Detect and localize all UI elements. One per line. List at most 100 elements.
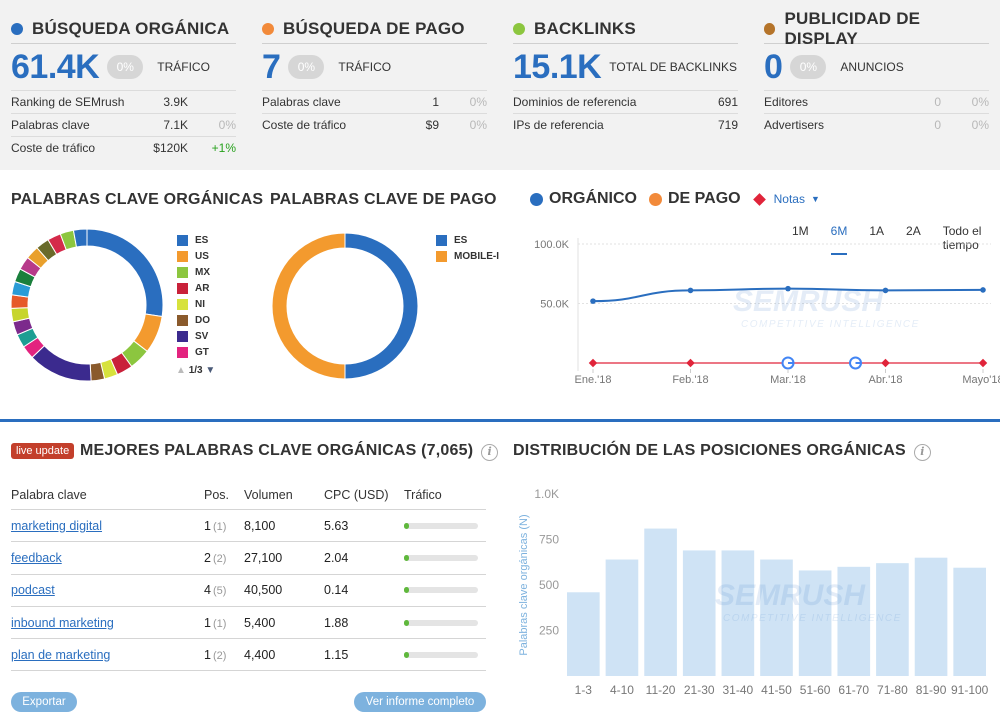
legend-item[interactable]: SV xyxy=(177,328,210,344)
legend-swatch xyxy=(177,346,188,358)
period-all[interactable]: Todo el tiempo xyxy=(942,224,982,252)
page-up-icon[interactable]: ▲ xyxy=(176,365,186,376)
column-traffic[interactable]: Tráfico xyxy=(404,487,442,502)
section-divider xyxy=(0,419,1000,422)
organic-point[interactable] xyxy=(590,298,596,304)
keyword-link[interactable]: feedback xyxy=(11,550,62,565)
top-keywords-table: Palabra clave Pos. Volumen CPC (USD) Trá… xyxy=(11,480,486,672)
bar[interactable] xyxy=(682,550,716,676)
bar[interactable] xyxy=(644,528,677,676)
legend-item[interactable]: ES xyxy=(177,232,210,248)
bar[interactable] xyxy=(567,592,600,676)
donut-slice[interactable] xyxy=(72,228,88,248)
table-row: feedback 2 (2) 27,100 2.04 xyxy=(11,542,486,575)
note-marker[interactable] xyxy=(881,358,890,368)
x-tick-label: 61-70 xyxy=(838,683,869,697)
note-marker[interactable] xyxy=(686,358,695,368)
legend-item[interactable]: GT xyxy=(177,344,210,360)
bar[interactable] xyxy=(760,559,793,676)
legend-pager[interactable]: ▲ 1/3 ▼ xyxy=(176,365,215,376)
bar[interactable] xyxy=(837,566,871,676)
metric-name: Coste de tráfico xyxy=(11,141,96,155)
donut-slice[interactable] xyxy=(31,345,92,382)
volume: 40,500 xyxy=(244,583,283,598)
keyword-link[interactable]: plan de marketing xyxy=(11,647,111,662)
legend-swatch xyxy=(177,234,188,246)
legend-label: GT xyxy=(195,346,209,358)
organic-keywords-donut[interactable] xyxy=(10,228,164,382)
organic-search-card[interactable]: BÚSQUEDA ORGÁNICA 61.4K 0% TRÁFICO Ranking… xyxy=(11,14,236,159)
legend-item[interactable]: DO xyxy=(177,312,210,328)
notes-dropdown[interactable]: Notas ▼ xyxy=(752,192,820,206)
backlinks-card[interactable]: BACKLINKS 15.1K TOTAL DE BACKLINKS Domini… xyxy=(513,14,738,136)
organic-point[interactable] xyxy=(980,287,986,293)
y-tick-label: 1.0K xyxy=(534,487,559,501)
previous-position: (2) xyxy=(212,649,227,662)
metric-delta: +1% xyxy=(211,141,236,155)
paid-keywords-donut[interactable] xyxy=(270,231,420,381)
position: 1 xyxy=(204,518,211,533)
position: 4 xyxy=(204,583,211,598)
legend-item[interactable]: US xyxy=(177,248,210,264)
organic-point[interactable] xyxy=(785,285,791,292)
traffic-bar xyxy=(404,522,478,529)
bar[interactable] xyxy=(953,567,986,676)
bar[interactable] xyxy=(798,570,832,676)
column-volume[interactable]: Volumen xyxy=(244,487,293,502)
google-icon[interactable] xyxy=(781,356,795,370)
paid-search-card[interactable]: BÚSQUEDA DE PAGO 7 0% TRÁFICO Palabras cla… xyxy=(262,14,487,136)
bar[interactable] xyxy=(876,563,909,676)
bar[interactable] xyxy=(605,559,639,676)
legend-item[interactable]: MX xyxy=(177,264,210,280)
column-keyword[interactable]: Palabra clave xyxy=(11,487,87,502)
organic-point[interactable] xyxy=(882,287,889,294)
period-2a[interactable]: 2A xyxy=(906,224,921,238)
traffic-bar xyxy=(404,619,478,626)
metric-row: Coste de tráfico $120K +1% xyxy=(11,136,236,159)
period-1m[interactable]: 1M xyxy=(792,224,809,238)
info-icon[interactable]: i xyxy=(481,444,499,461)
x-tick-label: 1-3 xyxy=(575,683,593,697)
legend-item[interactable]: NI xyxy=(177,296,210,312)
legend-item[interactable]: MOBILE-I xyxy=(436,248,499,264)
donut-slice[interactable] xyxy=(344,232,419,380)
google-icon[interactable] xyxy=(849,356,862,370)
column-cpc[interactable]: CPC (USD) xyxy=(324,487,389,502)
export-button[interactable]: Exportar xyxy=(11,692,77,712)
legend-paid[interactable]: DE PAGO xyxy=(649,190,741,208)
full-report-button[interactable]: Ver informe completo xyxy=(354,692,486,712)
display-ads-card[interactable]: PUBLICIDAD DE DISPLAY 0 0% ANUNCIOS Editor… xyxy=(764,9,989,136)
positions-title-text: DISTRIBUCIÓN DE LAS POSICIONES ORGÁNICAS xyxy=(513,442,906,459)
card-title-text: BACKLINKS xyxy=(534,18,636,38)
keyword-link[interactable]: marketing digital xyxy=(11,518,103,533)
card-title: BÚSQUEDA DE PAGO xyxy=(262,14,487,44)
page-down-icon[interactable]: ▼ xyxy=(205,365,216,376)
positions-bar-chart[interactable]: Palabras clave orgánicas (N) 250 500 750 1.0… xyxy=(505,480,1000,705)
period-6m[interactable]: 6M xyxy=(830,224,848,255)
paid-keywords-title: PALABRAS CLAVE DE PAGO xyxy=(270,191,497,208)
legend-label: DE PAGO xyxy=(668,190,741,207)
bar[interactable] xyxy=(721,550,755,676)
legend-item[interactable]: AR xyxy=(177,280,210,296)
note-marker[interactable] xyxy=(978,358,988,368)
keyword-link[interactable]: podcast xyxy=(11,583,55,598)
donut-slice[interactable] xyxy=(271,232,346,380)
y-axis-label: Palabras clave orgánicas (N) xyxy=(518,514,530,655)
legend-swatch xyxy=(177,282,188,294)
metric-row: Palabras clave 7.1K 0% xyxy=(11,113,236,136)
note-marker[interactable] xyxy=(588,358,598,368)
bar[interactable] xyxy=(914,557,948,676)
legend-item[interactable]: ES xyxy=(436,232,499,248)
metric-row: Palabras clave 1 0% xyxy=(262,90,487,113)
donut-slice[interactable] xyxy=(86,228,164,318)
legend-organic[interactable]: ORGÁNICO xyxy=(530,190,637,208)
period-1a[interactable]: 1A xyxy=(869,224,885,238)
column-pos[interactable]: Pos. xyxy=(204,487,230,502)
keyword-link[interactable]: inbound marketing xyxy=(11,615,114,630)
live-update-badge: live update xyxy=(11,443,75,459)
organic-point[interactable] xyxy=(687,287,694,294)
watermark-brand: SEMRUSH xyxy=(715,579,866,612)
info-icon[interactable]: i xyxy=(913,444,931,461)
